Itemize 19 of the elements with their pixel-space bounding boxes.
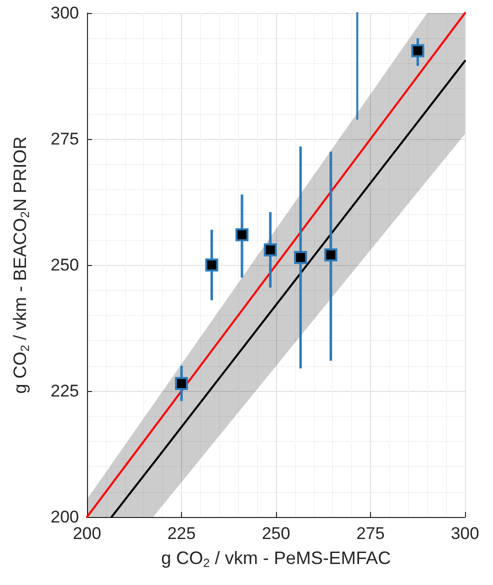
x-tick-label: 300: [450, 524, 480, 543]
x-tick-label: 250: [262, 524, 290, 543]
y-tick-label: 200: [50, 508, 79, 526]
y-tick-label: 225: [50, 382, 79, 400]
y-tick-label: 250: [50, 256, 79, 274]
point: [264, 243, 277, 256]
x-tick-label: 200: [72, 524, 102, 543]
point: [411, 44, 424, 58]
point: [324, 248, 338, 262]
y-axis-title: g CO2 / vkm - BEACO2N PRIOR: [10, 136, 32, 394]
y-tick-label: 300: [50, 4, 79, 22]
point: [235, 228, 248, 242]
point: [205, 258, 218, 272]
x-tick-label: 225: [167, 524, 196, 543]
y-tick-label: 275: [50, 130, 79, 148]
point: [175, 376, 188, 390]
line-series: [110, 60, 466, 518]
point: [294, 250, 308, 264]
x-tick-label: 275: [356, 524, 385, 543]
